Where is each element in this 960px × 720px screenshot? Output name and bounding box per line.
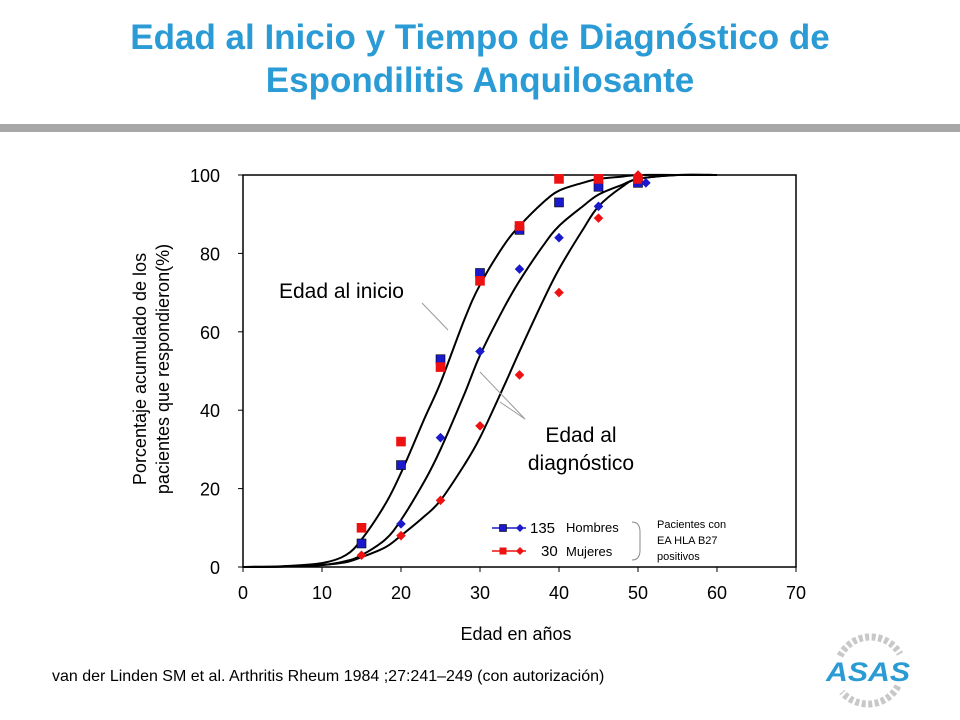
diagnosis-point-hombres	[396, 519, 406, 529]
y-tick-label: 20	[200, 480, 220, 500]
x-tick-label: 40	[549, 583, 569, 603]
x-axis-label: Edad en años	[460, 624, 571, 644]
diagnosis-point-mujeres	[356, 550, 367, 561]
onset-point-mujeres	[475, 276, 485, 286]
legend-men-diamond	[516, 524, 524, 532]
x-tick-label: 70	[786, 583, 806, 603]
markers	[356, 170, 651, 561]
diagnosis-point-mujeres	[514, 370, 525, 380]
x-tick-label: 30	[470, 583, 490, 603]
x-tick-label: 50	[628, 583, 648, 603]
diagnosis-point-mujeres	[396, 530, 406, 541]
curves	[242, 173, 718, 568]
leader-line-diagnosis-2	[499, 401, 526, 420]
leader-line-diagnosis-1	[479, 371, 526, 420]
fitted-curve-3	[242, 173, 718, 568]
diagnosis-point-hombres	[593, 201, 604, 212]
slide-title: Edad al Inicio y Tiempo de Diagnóstico d…	[0, 16, 960, 102]
onset-point-hombres	[356, 538, 367, 549]
x-tick-label: 20	[391, 583, 411, 603]
legend-women-square	[499, 547, 507, 555]
diagnosis-point-hombres	[435, 432, 446, 443]
onset-point-mujeres	[396, 436, 406, 447]
legend-box	[484, 516, 642, 566]
title-line-2: Espondilitis Anquilosante	[265, 61, 695, 100]
legend-men-count: 135	[530, 520, 555, 537]
diagnosis-point-hombres	[475, 346, 485, 357]
onset-point-mujeres	[554, 174, 564, 184]
diagnosis-point-mujeres	[435, 495, 446, 506]
diagnosis-point-mujeres	[593, 213, 604, 223]
fitted-curve-1	[242, 173, 717, 568]
legend-women-diamond	[516, 547, 524, 555]
onset-point-mujeres	[593, 174, 604, 184]
legend-women-label: Mujeres	[566, 544, 613, 559]
legend-men-label: Hombres	[566, 520, 619, 535]
diagnosis-point-mujeres	[633, 170, 643, 180]
logo-arc-back	[836, 633, 904, 658]
diagnosis-point-hombres	[514, 264, 525, 274]
annotation-onset: Edad al inicio	[279, 280, 404, 303]
diagnosis-point-mujeres	[475, 421, 485, 431]
fitted-curve-2	[242, 173, 718, 568]
legend-note-line-1: Pacientes con	[657, 519, 726, 531]
onset-point-mujeres	[435, 362, 446, 372]
diagnosis-point-mujeres	[554, 287, 564, 298]
legend-note-line-2: EA HLA B27	[657, 535, 718, 547]
y-tick-label: 80	[200, 244, 220, 264]
leader-line-onset	[421, 302, 449, 331]
y-ticks: 0 20 40 60 80 100	[190, 166, 243, 578]
legend: 135 Hombres 30 Mujeres Pacientes con EA …	[484, 516, 726, 566]
onset-point-hombres	[396, 460, 406, 470]
asas-logo: ASAS	[825, 633, 910, 708]
logo-wordmark: ASAS	[825, 657, 910, 687]
logo-arc-front	[839, 684, 902, 708]
x-tick-label: 10	[312, 583, 332, 603]
title-line-1: Edad al Inicio y Tiempo de Diagnóstico d…	[130, 18, 830, 57]
plot-frame	[242, 174, 797, 568]
y-tick-label: 0	[210, 558, 220, 578]
y-tick-label: 60	[200, 323, 220, 343]
x-ticks: 0 10 20 30 40 50 60 70	[238, 567, 806, 603]
diagnosis-point-hombres	[554, 232, 564, 243]
diagnosis-point-hombres	[641, 178, 651, 188]
x-tick-label: 60	[707, 583, 727, 603]
annotation-diagnosis-line-2: diagnóstico	[528, 452, 634, 475]
legend-men-square	[499, 524, 507, 532]
title-divider	[0, 124, 960, 132]
onset-point-mujeres	[356, 522, 367, 533]
y-axis-label-line-1: Porcentaje acumulado de los	[130, 253, 150, 485]
y-tick-label: 40	[200, 401, 220, 421]
legend-bracket	[631, 521, 641, 561]
annotation-diagnosis-line-1: Edad al	[545, 424, 616, 447]
y-axis-label-line-2: pacientes que respondieron(%)	[153, 244, 173, 494]
legend-note-line-3: positivos	[657, 551, 700, 563]
citation: van der Linden SM et al. Arthritis Rheum…	[52, 668, 605, 685]
y-tick-label: 100	[190, 166, 220, 186]
legend-women-count: 30	[541, 543, 558, 560]
onset-point-hombres	[554, 197, 564, 208]
onset-point-mujeres	[514, 221, 525, 231]
x-tick-label: 0	[238, 583, 248, 603]
